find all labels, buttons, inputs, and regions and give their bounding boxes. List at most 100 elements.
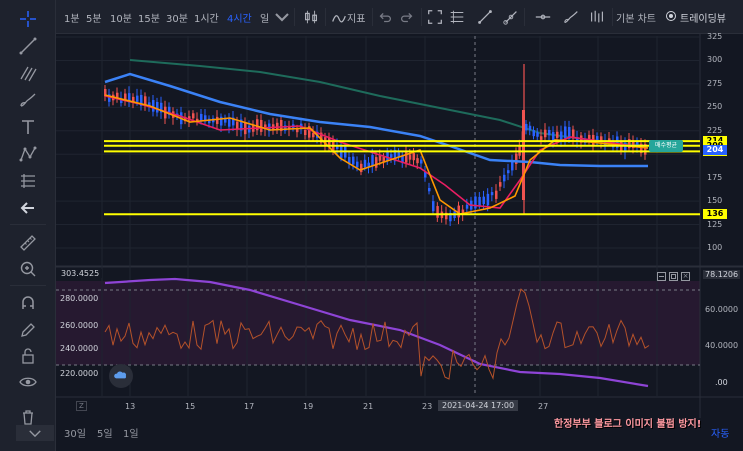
candle-body — [256, 119, 259, 131]
range-30d-button[interactable]: 30일 — [64, 429, 86, 440]
ma-pink-line — [104, 95, 649, 209]
timeframe-30m[interactable]: 30분 — [166, 14, 188, 25]
fib-tool-button[interactable] — [0, 60, 56, 86]
back-button[interactable] — [0, 195, 56, 221]
brush-tool-button[interactable] — [0, 87, 56, 113]
range-5d-button[interactable]: 5일 — [97, 429, 113, 440]
trendline-tool-button[interactable] — [0, 33, 56, 59]
timeframe-1d[interactable]: 일 — [260, 14, 270, 25]
fullscreen-button[interactable] — [424, 6, 446, 28]
timeframe-1m[interactable]: 1분 — [64, 14, 80, 25]
candle-body — [507, 170, 510, 174]
hide-drawings-button[interactable] — [0, 369, 56, 395]
candle-body — [288, 125, 291, 130]
pane-minimize-button[interactable] — [657, 272, 666, 281]
remove-drawings-button[interactable] — [0, 404, 56, 430]
tradingview-radio[interactable] — [666, 11, 676, 21]
candle-body — [336, 145, 339, 149]
ray-button[interactable] — [500, 6, 522, 28]
sub-right-bottom-value: .00 — [715, 378, 728, 387]
text-tool-button[interactable] — [0, 114, 56, 140]
timezone-button[interactable]: Z — [76, 401, 87, 411]
pane-maximize-button[interactable] — [669, 272, 678, 281]
candle-body — [184, 116, 187, 122]
pane-close-button[interactable]: × — [681, 272, 690, 281]
undo-button[interactable] — [374, 6, 396, 28]
candle-body — [328, 137, 331, 146]
ma-long-line — [129, 59, 649, 147]
zoom-icon — [20, 261, 36, 277]
drawing-toolbar — [0, 0, 56, 451]
candle-body — [148, 102, 151, 107]
ruler-icon — [20, 235, 36, 251]
candle-body — [208, 118, 211, 124]
timeframe-10m[interactable]: 10분 — [110, 14, 132, 25]
candle-body — [140, 94, 143, 106]
tradingview-tab[interactable]: 트레이딩뷰 — [680, 14, 726, 25]
candle-body — [449, 212, 452, 222]
candle-body — [180, 112, 183, 125]
redo-button[interactable] — [396, 6, 418, 28]
fib-retracement-button[interactable] — [446, 6, 468, 28]
candle-body — [260, 119, 263, 132]
brush-button[interactable] — [560, 6, 582, 28]
candle-body — [176, 113, 179, 117]
candle-body — [352, 156, 355, 165]
magnet-tool-button[interactable] — [0, 290, 56, 316]
timeframe-4h[interactable]: 4시간 — [227, 14, 252, 25]
candle-body — [367, 162, 370, 167]
sub-left-tick-label: 280.0000 — [60, 294, 99, 303]
candle-body — [486, 193, 490, 206]
lock-drawings-button[interactable] — [0, 343, 56, 369]
timeframe-5m[interactable]: 5분 — [86, 14, 102, 25]
trendline-button[interactable] — [474, 6, 496, 28]
sub-purple-line — [104, 277, 649, 388]
candle-body — [124, 93, 127, 101]
indicators-button[interactable]: 지표 — [347, 14, 366, 25]
candle-body — [144, 96, 147, 107]
candle-body — [160, 102, 163, 113]
candle-body — [316, 131, 319, 138]
toolbar-separator — [294, 8, 295, 26]
price-tick-label: 175 — [707, 172, 723, 182]
chart-type-button[interactable] — [300, 6, 322, 28]
candle-style-button[interactable] — [586, 6, 608, 28]
range-1d-button[interactable]: 1일 — [123, 429, 139, 440]
horizontal-line-icon — [535, 14, 551, 20]
candle-body — [268, 123, 271, 132]
candle-body — [228, 118, 231, 127]
pattern-tool-button[interactable] — [0, 141, 56, 167]
crosshair-tool-button[interactable] — [0, 6, 56, 32]
candle-body — [156, 101, 159, 113]
indicators-icon-button[interactable] — [328, 6, 350, 28]
auto-scale-button[interactable]: 자동 — [711, 429, 730, 440]
candle-body — [236, 121, 239, 130]
candle-body — [608, 138, 611, 143]
candle-body — [204, 115, 207, 122]
ruler-tool-button[interactable] — [0, 230, 56, 256]
candle-body — [478, 196, 481, 206]
timeframe-15m[interactable]: 15분 — [138, 14, 160, 25]
horizontal-line-button[interactable] — [532, 6, 554, 28]
toolbar-separator — [325, 8, 326, 26]
tradingview-logo[interactable] — [109, 364, 133, 388]
candle-body — [612, 140, 615, 148]
radio-dot-icon — [669, 14, 673, 18]
candle-body — [616, 136, 619, 148]
cloud-logo-icon — [114, 371, 127, 379]
candle-body — [420, 159, 423, 164]
stay-drawing-button[interactable] — [0, 317, 56, 343]
bottom-bar: 30일 5일 1일 자동 — [56, 418, 743, 451]
basic-chart-tab[interactable]: 기본 차트 — [616, 14, 656, 25]
timeframe-1h[interactable]: 1시간 — [194, 14, 219, 25]
candle-body — [132, 96, 135, 102]
candle-body — [216, 116, 219, 124]
timeframe-dropdown[interactable] — [271, 6, 293, 28]
price-tick-label: 250 — [707, 102, 723, 112]
zoom-tool-button[interactable] — [0, 256, 56, 282]
collapse-toolbar-button[interactable] — [16, 425, 54, 441]
prediction-tool-button[interactable] — [0, 168, 56, 194]
candle-body — [128, 93, 131, 103]
candle-body — [518, 145, 521, 156]
